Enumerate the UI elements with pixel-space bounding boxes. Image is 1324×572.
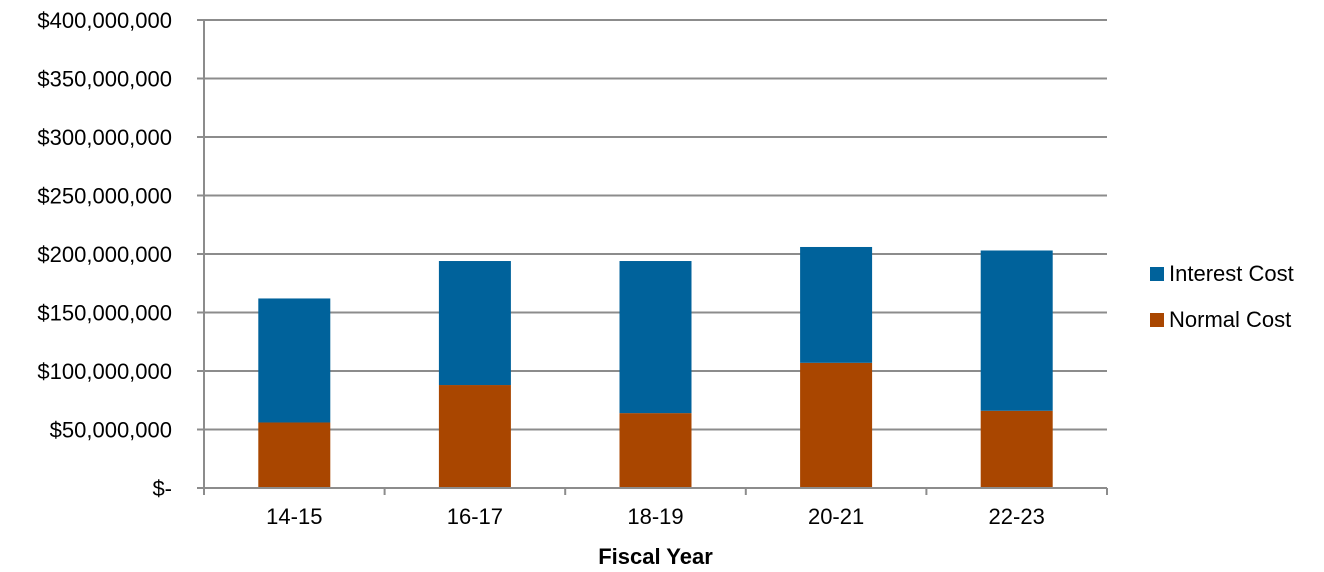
- x-tick-label: 18-19: [627, 504, 683, 529]
- bar-normal-cost: [258, 422, 331, 488]
- x-axis-title: Fiscal Year: [598, 544, 713, 569]
- y-tick-labels: $- $50,000,000 $100,000,000 $150,000,000 $20…: [37, 8, 172, 501]
- legend-swatch: [1150, 267, 1164, 281]
- bar-interest-cost: [619, 261, 692, 414]
- y-tick-label: $200,000,000: [37, 242, 172, 267]
- legend-label: Normal Cost: [1169, 307, 1291, 332]
- axes: [197, 19, 1108, 495]
- bar-interest-cost: [438, 261, 511, 386]
- y-tick-label: $100,000,000: [37, 359, 172, 384]
- legend-label: Interest Cost: [1169, 261, 1294, 286]
- bars: [258, 246, 1053, 488]
- x-tick-labels: 14-15 16-17 18-19 20-21 22-23: [266, 504, 1045, 529]
- x-tick-label: 16-17: [447, 504, 503, 529]
- bar-interest-cost: [258, 298, 331, 423]
- bar-normal-cost: [438, 385, 511, 488]
- y-tick-label: $150,000,000: [37, 301, 172, 326]
- legend-swatch: [1150, 313, 1164, 327]
- x-tick-label: 22-23: [989, 504, 1045, 529]
- bar-normal-cost: [619, 413, 692, 488]
- bar-interest-cost: [800, 246, 873, 363]
- y-tick-label: $50,000,000: [50, 418, 172, 443]
- y-tick-label: $400,000,000: [37, 8, 172, 33]
- y-tick-label: $250,000,000: [37, 184, 172, 209]
- y-tick-label: $350,000,000: [37, 67, 172, 92]
- x-tick-label: 14-15: [266, 504, 322, 529]
- bar-interest-cost: [980, 250, 1053, 411]
- y-tick-label: $-: [152, 476, 172, 501]
- legend: Interest Cost Normal Cost: [1150, 261, 1294, 332]
- x-tick-label: 20-21: [808, 504, 864, 529]
- bar-normal-cost: [800, 362, 873, 488]
- bar-normal-cost: [980, 410, 1053, 488]
- y-tick-label: $300,000,000: [37, 125, 172, 150]
